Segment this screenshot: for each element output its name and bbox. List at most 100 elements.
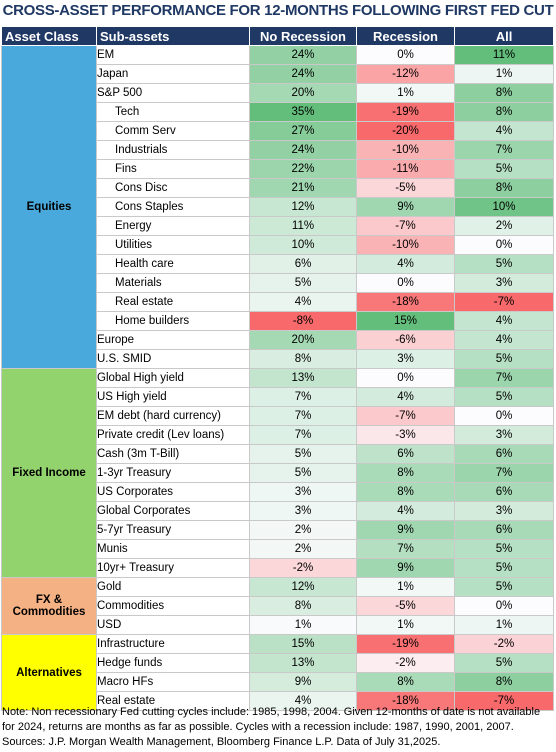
- sub-asset-label: Fins: [96, 159, 250, 179]
- value-no-recession: 3%: [249, 482, 357, 502]
- value-recession: 8%: [356, 482, 455, 502]
- sub-asset-label: Tech: [96, 102, 250, 122]
- value-no-recession: 24%: [249, 45, 357, 65]
- sub-asset-label: Macro HFs: [96, 672, 250, 692]
- sub-asset-label: Global High yield: [96, 368, 250, 388]
- value-all: 5%: [454, 577, 554, 597]
- table-row: EM debt (hard currency) 7% -7% 0%: [2, 406, 554, 426]
- table-row: Equities EM 24% 0% 11%: [1, 45, 554, 369]
- value-no-recession: 6%: [249, 254, 357, 274]
- sub-asset-label: Utilities: [96, 235, 250, 255]
- value-no-recession: 24%: [249, 64, 357, 84]
- value-all: 7%: [454, 140, 554, 160]
- sub-asset-label: Real estate: [96, 691, 250, 711]
- table-row: Global Corporates 3% 4% 3%: [2, 501, 554, 521]
- value-all: 8%: [454, 83, 554, 103]
- sub-asset-label: Infrastructure: [96, 634, 250, 654]
- table-row: Alternatives Infrastructure 15% -19% -2%: [1, 634, 554, 711]
- value-no-recession: 7%: [249, 387, 357, 407]
- value-no-recession: 3%: [249, 501, 357, 521]
- value-recession: 1%: [356, 577, 455, 597]
- sub-asset-label: Europe: [96, 330, 250, 350]
- table-row: 5-7yr Treasury 2% 9% 6%: [2, 520, 554, 540]
- table-row: Industrials 24% -10% 7%: [2, 140, 554, 160]
- header-no-recession: No Recession: [249, 26, 357, 46]
- value-all: 10%: [454, 197, 554, 217]
- value-recession: -10%: [356, 140, 455, 160]
- table-row: Materials 5% 0% 3%: [2, 273, 554, 293]
- value-no-recession: 2%: [249, 520, 357, 540]
- value-all: 8%: [454, 102, 554, 122]
- sub-asset-label: Home builders: [96, 311, 250, 331]
- value-no-recession: 8%: [249, 349, 357, 369]
- asset-class-cell: Alternatives: [1, 634, 97, 711]
- table-row: Tech 35% -19% 8%: [2, 102, 554, 122]
- value-all: -7%: [454, 292, 554, 312]
- value-recession: 9%: [356, 558, 455, 578]
- table-row: Utilities 10% -10% 0%: [2, 235, 554, 255]
- value-recession: 4%: [356, 254, 455, 274]
- sub-asset-label: Global Corporates: [96, 501, 250, 521]
- value-no-recession: 27%: [249, 121, 357, 141]
- sub-asset-label: Gold: [96, 577, 250, 597]
- value-no-recession: -2%: [249, 558, 357, 578]
- header-all: All: [454, 26, 554, 46]
- value-no-recession: 2%: [249, 539, 357, 559]
- value-recession: -19%: [356, 102, 455, 122]
- value-recession: -5%: [356, 178, 455, 198]
- value-all: 4%: [454, 121, 554, 141]
- value-recession: 4%: [356, 387, 455, 407]
- value-recession: -3%: [356, 425, 455, 445]
- value-no-recession: 5%: [249, 273, 357, 293]
- table-row: U.S. SMID 8% 3% 5%: [2, 349, 554, 369]
- sub-asset-label: Cash (3m T-Bill): [96, 444, 250, 464]
- value-all: 7%: [454, 368, 554, 388]
- footnote: Note: Non recessionary Fed cutting cycle…: [2, 706, 541, 748]
- sub-asset-label: U.S. SMID: [96, 349, 250, 369]
- table-row: Cash (3m T-Bill) 5% 6% 6%: [2, 444, 554, 464]
- value-no-recession: 9%: [249, 672, 357, 692]
- sub-asset-label: Industrials: [96, 140, 250, 160]
- value-all: 0%: [454, 406, 554, 426]
- table-row: US Corporates 3% 8% 6%: [2, 482, 554, 502]
- asset-class-cell: FX & Commodities: [1, 577, 97, 635]
- value-no-recession: 35%: [249, 102, 357, 122]
- value-all: 5%: [454, 653, 554, 673]
- value-all: 5%: [454, 558, 554, 578]
- sub-asset-label: Health care: [96, 254, 250, 274]
- header-asset-class: Asset Class: [1, 26, 97, 46]
- value-recession: -20%: [356, 121, 455, 141]
- value-all: 3%: [454, 273, 554, 293]
- value-recession: 1%: [356, 83, 455, 103]
- table-row: Cons Disc 21% -5% 8%: [2, 178, 554, 198]
- sub-asset-label: Energy: [96, 216, 250, 236]
- value-no-recession: 5%: [249, 444, 357, 464]
- value-no-recession: 24%: [249, 140, 357, 160]
- value-recession: -7%: [356, 216, 455, 236]
- sub-asset-label: S&P 500: [96, 83, 250, 103]
- value-all: 4%: [454, 330, 554, 350]
- value-recession: -18%: [356, 292, 455, 312]
- performance-table: Asset Class Sub-assets No Recession Rece…: [1, 26, 554, 711]
- value-recession: 0%: [356, 45, 455, 65]
- sub-asset-label: 1-3yr Treasury: [96, 463, 250, 483]
- header-row: Asset Class Sub-assets No Recession Rece…: [1, 26, 554, 46]
- sub-asset-label: Comm Serv: [96, 121, 250, 141]
- value-recession: 7%: [356, 539, 455, 559]
- value-recession: 1%: [356, 615, 455, 635]
- value-all: -7%: [454, 691, 554, 711]
- table-row: US High yield 7% 4% 5%: [2, 387, 554, 407]
- value-no-recession: 5%: [249, 463, 357, 483]
- value-no-recession: 8%: [249, 596, 357, 616]
- value-all: 6%: [454, 520, 554, 540]
- value-no-recession: 7%: [249, 406, 357, 426]
- value-recession: 0%: [356, 273, 455, 293]
- value-all: 7%: [454, 463, 554, 483]
- sub-asset-label: Japan: [96, 64, 250, 84]
- table-row: Comm Serv 27% -20% 4%: [2, 121, 554, 141]
- sub-asset-label: Hedge funds: [96, 653, 250, 673]
- value-all: 0%: [454, 235, 554, 255]
- value-all: 0%: [454, 596, 554, 616]
- value-recession: -18%: [356, 691, 455, 711]
- sub-asset-label: Materials: [96, 273, 250, 293]
